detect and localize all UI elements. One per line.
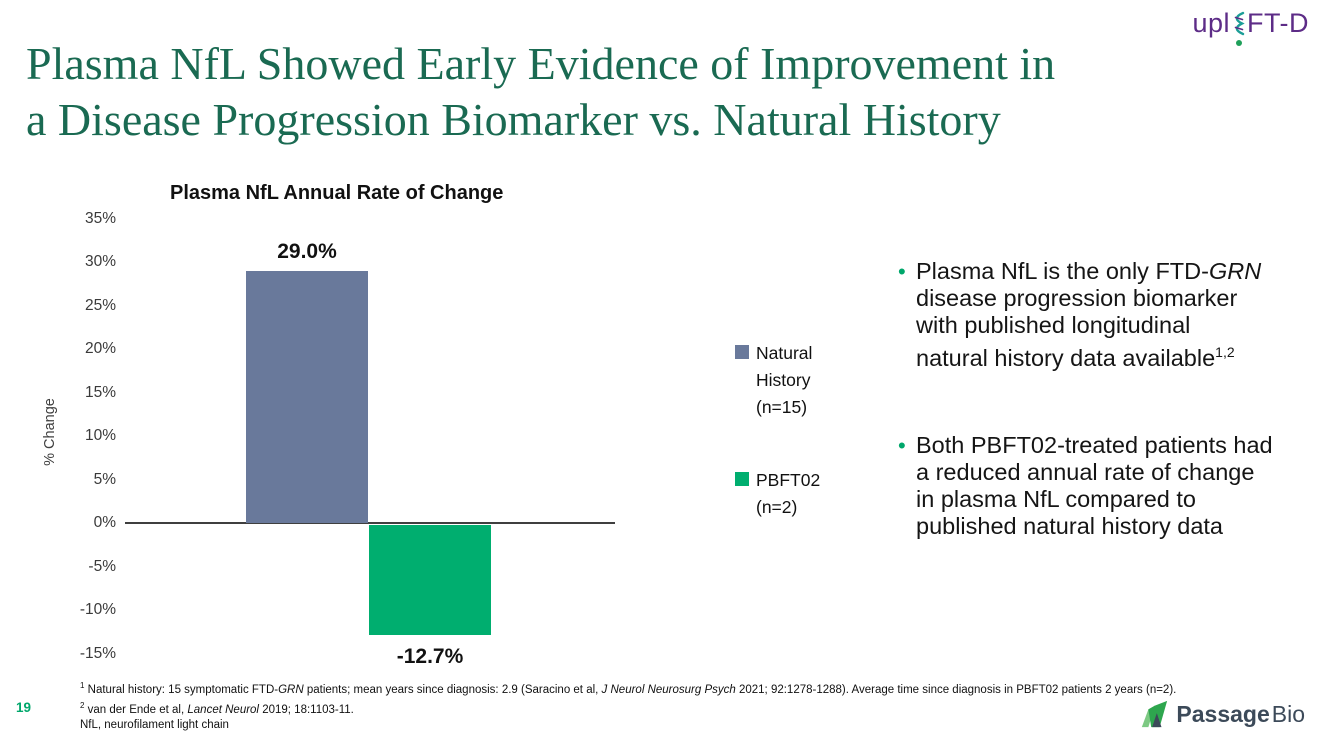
bar-value-label: -12.7% <box>396 645 464 669</box>
chart-legend: Natural History (n=15) PBFT02 (n=2) <box>735 340 848 567</box>
bullet-marker: • <box>898 259 906 284</box>
y-axis-tick-label: 0% <box>93 514 116 531</box>
bullet-item-1: • Plasma NfL is the only FTD-GRN disease… <box>898 258 1328 372</box>
slide-title: Plasma NfL Showed Early Evidence of Impr… <box>26 36 1306 148</box>
passage-bio-icon <box>1142 700 1168 728</box>
uplift-logo-prefix: upl <box>1192 8 1230 38</box>
footnote-2: 2 van der Ende et al, Lancet Neurol 2019… <box>80 700 354 716</box>
legend-entry-pbft02: PBFT02 (n=2) <box>735 467 848 521</box>
legend-swatch-natural-history <box>735 345 749 359</box>
bullet-marker: • <box>898 432 906 458</box>
y-axis-tick-label: 30% <box>84 253 116 270</box>
y-axis-title: % Change <box>42 398 58 466</box>
passage-bio-wordmark: PassageBio <box>1176 700 1305 727</box>
chart-title: Plasma NfL Annual Rate of Change <box>170 182 504 204</box>
uplift-d-logo: upl FT-D <box>1192 8 1309 57</box>
legend-label-natural-history: Natural History (n=15) <box>756 343 813 417</box>
footnotes: 1 Natural history: 15 symptomatic FTD-GR… <box>80 678 1176 733</box>
x-axis-zero-line <box>125 522 615 524</box>
passage-bio-logo: PassageBio <box>1139 698 1305 730</box>
y-axis-tick-label: -10% <box>79 601 116 618</box>
footnote-3: NfL, neurofilament light chain <box>80 718 229 731</box>
y-axis-tick-label: -5% <box>88 557 116 575</box>
bullet-text-2: Both PBFT02-treated patients had a reduc… <box>916 431 1273 539</box>
y-axis-tick-label: 15% <box>84 383 116 401</box>
y-axis-tick-label: 5% <box>93 470 116 488</box>
footnote-1: 1 Natural history: 15 symptomatic FTD-GR… <box>80 681 1177 696</box>
key-points: • Plasma NfL is the only FTD-GRN disease… <box>898 258 1328 600</box>
bar-natural-history-n-15- <box>246 270 368 523</box>
y-axis-tick-label: -15% <box>79 644 116 662</box>
y-axis-tick-label: 20% <box>84 340 116 357</box>
page-number: 19 <box>16 700 32 715</box>
y-axis-tick-label: 35% <box>84 209 116 227</box>
legend-entry-natural-history: Natural History (n=15) <box>735 340 848 421</box>
bar-value-label: 29.0% <box>277 239 337 263</box>
slide-title-line2: a Disease Progression Biomarker vs. Natu… <box>26 94 1001 145</box>
slide-title-line1: Plasma NfL Showed Early Evidence of Impr… <box>26 38 1056 89</box>
y-axis-tick-label: 25% <box>84 296 116 314</box>
bullet-text-1: Plasma NfL is the only FTD-GRN disease p… <box>916 258 1262 371</box>
legend-label-pbft02: PBFT02 (n=2) <box>756 470 821 517</box>
bar-pbft02-n-2- <box>369 525 491 636</box>
uplift-logo-suffix: FT-D <box>1247 8 1309 38</box>
y-axis-tick-label: 10% <box>84 427 116 444</box>
legend-swatch-pbft02 <box>735 472 749 486</box>
bullet-item-2: • Both PBFT02-treated patients had a red… <box>898 432 1328 540</box>
dna-helix-icon <box>1232 10 1246 57</box>
